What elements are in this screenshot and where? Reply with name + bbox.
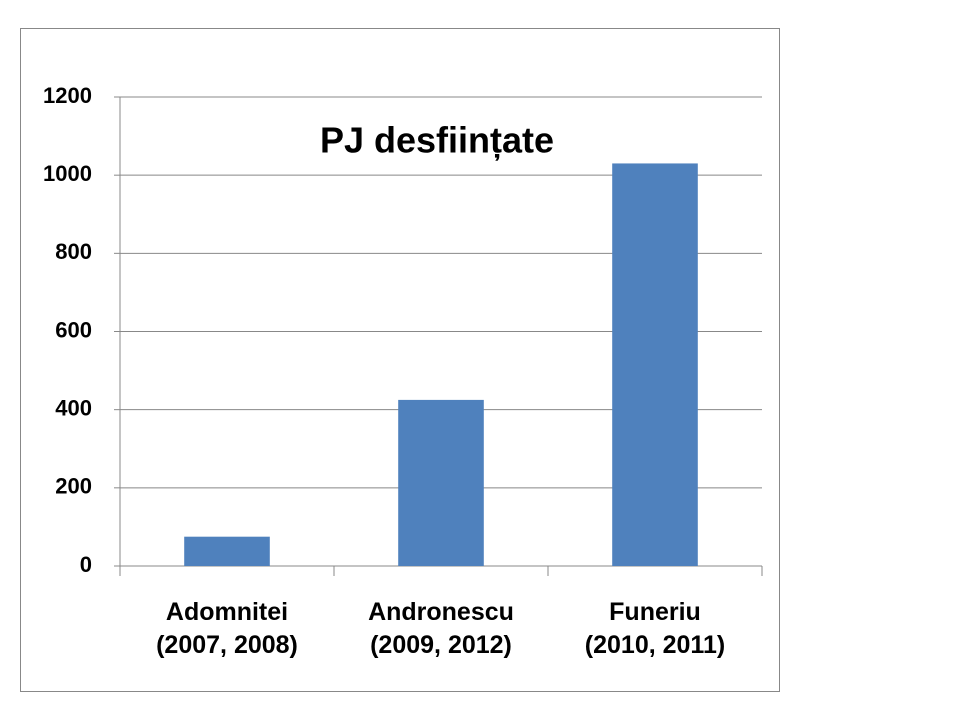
bar [612,163,698,567]
x-tick-label: Adomnitei (2007, 2008) [156,598,298,659]
chart-frame [20,28,780,692]
y-tick-label: 800 [55,239,92,264]
bar [398,399,484,566]
y-tick-label: 200 [55,474,92,499]
y-tick-label: 1000 [43,161,92,186]
y-tick-label: 1200 [43,83,92,108]
x-tick-label: Andronescu (2009, 2012) [368,598,514,659]
x-tick-label: Funeriu (2010, 2011) [584,598,726,659]
y-tick-label: 600 [55,317,92,342]
y-tick-label: 0 [80,552,92,577]
y-tick-label: 400 [55,395,92,420]
chart-title: PJ desființate [320,120,554,162]
bar [184,536,270,566]
